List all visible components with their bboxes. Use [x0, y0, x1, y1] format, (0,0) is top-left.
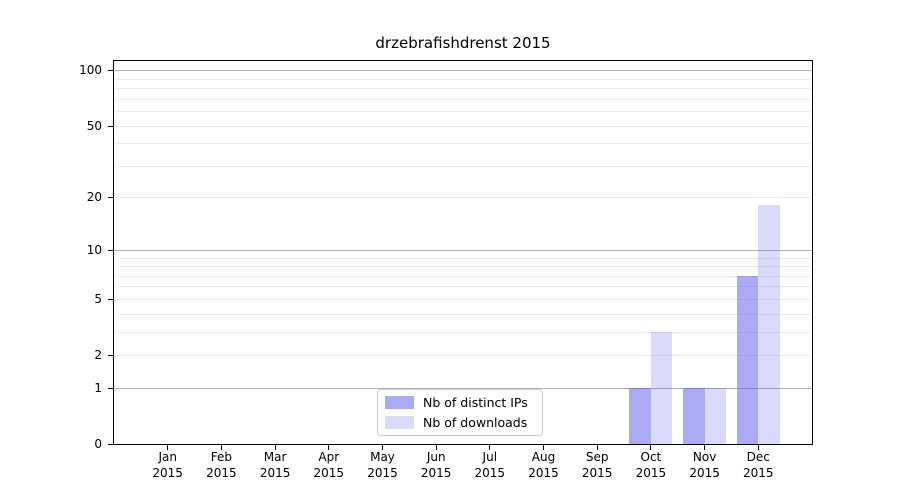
bar-oct-distinct-ips	[629, 387, 651, 444]
x-tick-mark	[328, 445, 330, 450]
x-tick-mark	[220, 445, 222, 450]
y-tick-label: 50	[86, 118, 102, 133]
y-tick-label: 1	[94, 380, 102, 395]
minor-gridline	[114, 143, 812, 145]
bar-nov-distinct-ips	[683, 387, 705, 444]
minor-gridline	[114, 275, 812, 277]
legend-entry-downloads: Nb of downloads	[385, 413, 535, 433]
x-tick-label-feb: Feb 2015	[206, 450, 237, 480]
x-tick-label-may: May 2015	[367, 450, 398, 480]
minor-gridline	[114, 355, 812, 356]
major-gridline	[114, 70, 812, 72]
y-tick-mark	[108, 249, 113, 251]
y-tick-mark	[108, 355, 113, 356]
bar-nov-downloads	[704, 387, 727, 444]
y-tick-label: 20	[86, 190, 102, 205]
x-tick-label-aug: Aug 2015	[528, 450, 559, 480]
bar-dec-distinct-ips	[736, 275, 759, 444]
major-gridline	[114, 387, 812, 389]
legend-label-distinct-ips: Nb of distinct IPs	[423, 395, 528, 410]
x-tick-label-mar: Mar 2015	[259, 450, 291, 480]
minor-gridline	[114, 125, 812, 127]
legend-label-downloads: Nb of downloads	[423, 415, 528, 430]
minor-gridline	[114, 98, 812, 100]
x-tick-mark	[382, 445, 383, 450]
x-tick-mark	[596, 445, 598, 450]
bar-oct-downloads	[650, 331, 673, 444]
x-tick-mark	[650, 445, 652, 450]
plot-area	[113, 60, 813, 445]
minor-gridline	[114, 110, 812, 112]
legend: Nb of distinct IPs Nb of downloads	[377, 389, 543, 436]
x-tick-label-jun: Jun 2015	[420, 450, 452, 480]
y-tick-label: 10	[86, 242, 102, 257]
chart-title: drzebrafishdrenst 2015	[375, 34, 551, 52]
x-tick-mark	[543, 445, 544, 450]
x-tick-label-dec: Dec 2015	[743, 450, 774, 480]
bar-dec-downloads	[758, 205, 780, 444]
minor-gridline	[114, 257, 812, 259]
x-tick-mark	[704, 445, 706, 450]
y-tick-mark	[108, 125, 113, 127]
x-tick-mark	[167, 445, 169, 450]
x-tick-label-apr: Apr 2015	[313, 450, 345, 480]
minor-gridline	[114, 78, 812, 80]
x-tick-label-jan: Jan 2015	[152, 450, 183, 480]
x-tick-mark	[435, 445, 437, 450]
legend-swatch-downloads	[385, 416, 414, 429]
minor-gridline	[114, 266, 812, 267]
x-tick-label-jul: Jul 2015	[474, 450, 506, 480]
y-tick-label: 2	[94, 348, 102, 362]
y-tick-label: 5	[94, 291, 102, 306]
minor-gridline	[114, 298, 812, 300]
legend-swatch-distinct-ips	[385, 396, 414, 409]
minor-gridline	[114, 88, 812, 89]
minor-gridline	[114, 165, 812, 167]
x-tick-mark	[757, 445, 759, 450]
y-tick-mark	[108, 387, 113, 389]
y-tick-mark	[108, 197, 113, 199]
x-tick-mark	[489, 445, 491, 450]
y-tick-mark	[108, 70, 113, 72]
x-tick-label-sep: Sep 2015	[581, 450, 613, 480]
x-tick-label-oct: Oct 2015	[635, 450, 667, 480]
x-tick-mark	[274, 445, 276, 450]
x-tick-label-nov: Nov 2015	[689, 450, 720, 480]
minor-gridline	[114, 197, 812, 199]
minor-gridline	[114, 286, 812, 288]
y-tick-mark	[108, 298, 113, 300]
minor-gridline	[114, 313, 812, 315]
minor-gridline	[114, 331, 812, 333]
legend-entry-distinct-ips: Nb of distinct IPs	[385, 393, 535, 413]
y-tick-label: 100	[79, 63, 102, 78]
y-tick-mark	[108, 444, 113, 445]
major-gridline	[114, 249, 812, 251]
y-tick-label: 0	[94, 437, 102, 451]
